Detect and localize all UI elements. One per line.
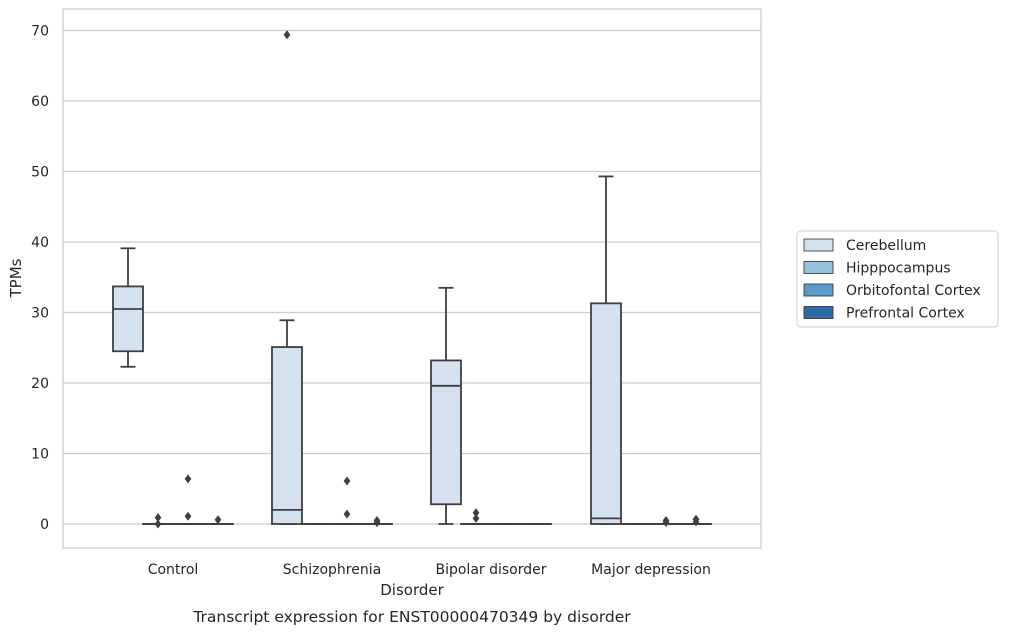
y-tick-label: 70	[31, 24, 49, 40]
outlier-point	[185, 474, 192, 483]
outlier-point	[185, 512, 192, 521]
box-group	[173, 474, 203, 524]
y-tick-label: 20	[31, 376, 49, 392]
legend-swatch	[804, 284, 833, 296]
box-group	[651, 516, 681, 527]
chart-caption: Transcript expression for ENST0000047034…	[192, 608, 631, 626]
legend-label: Hipppocampus	[846, 261, 951, 277]
box-group	[431, 288, 461, 524]
y-tick-label: 60	[31, 94, 49, 110]
outlier-point	[155, 513, 162, 522]
box-iqr	[431, 360, 461, 504]
box-group	[272, 30, 302, 524]
y-tick-label: 50	[31, 165, 49, 181]
y-tick-label: 40	[31, 235, 49, 251]
y-tick-label: 10	[31, 447, 49, 463]
legend-label: Cerebellum	[846, 238, 926, 254]
x-axis-label: Disorder	[380, 581, 444, 599]
legend-swatch	[804, 239, 833, 251]
outlier-point	[215, 515, 222, 524]
box-group	[362, 516, 392, 527]
box-group	[681, 515, 711, 527]
box-group	[203, 515, 233, 524]
x-tick-label: Schizophrenia	[283, 562, 381, 578]
y-axis-label: TPMs	[7, 258, 25, 298]
outlier-point	[284, 30, 291, 39]
outlier-point	[344, 510, 351, 519]
x-tick-label: Bipolar disorder	[435, 562, 546, 578]
x-tick-label: Control	[148, 562, 199, 578]
box-group	[113, 248, 143, 366]
box-iqr	[591, 303, 621, 524]
box-group	[461, 508, 491, 524]
legend-swatch	[804, 262, 833, 274]
legend: Cerebellum Hipppocampus Orbitofontal Corte…	[797, 231, 998, 327]
plot-area-frame	[63, 9, 761, 548]
x-tick-label: Major depression	[591, 562, 711, 578]
outlier-point	[473, 508, 480, 517]
y-tick-labels: 0 10 20 30 40 50 60 70	[31, 24, 49, 534]
box-group	[332, 476, 362, 524]
legend-label: Prefrontal Cortex	[846, 306, 965, 322]
gridlines	[63, 31, 761, 525]
outlier-point	[344, 476, 351, 485]
legend-swatch	[804, 307, 833, 319]
y-tick-label: 0	[40, 517, 49, 533]
box-group	[591, 176, 621, 524]
x-tick-labels: Control Schizophrenia Bipolar disorder Majo…	[148, 562, 711, 578]
legend-label: Orbitofontal Cortex	[846, 283, 981, 299]
y-tick-label: 30	[31, 306, 49, 322]
box-iqr	[113, 286, 143, 351]
box-group	[143, 513, 173, 528]
box-iqr	[272, 347, 302, 524]
